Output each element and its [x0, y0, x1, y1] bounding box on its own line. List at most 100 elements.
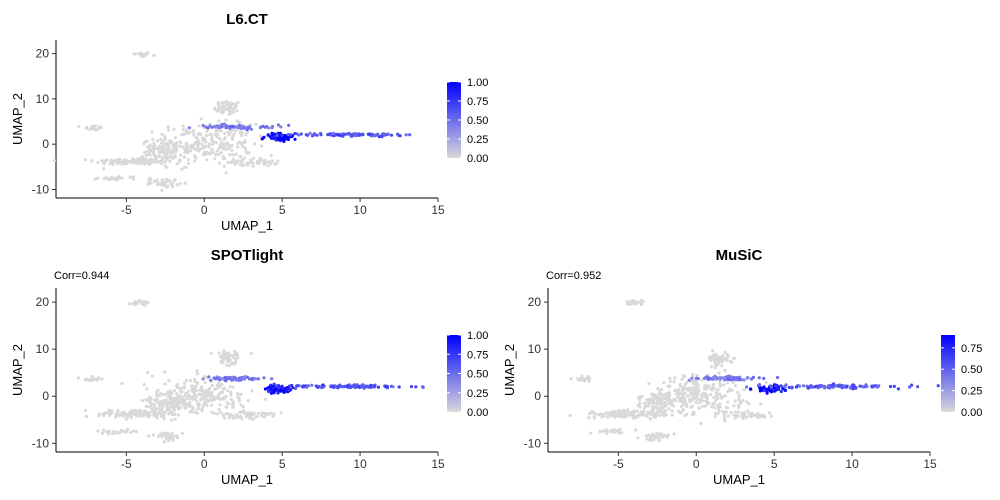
x-axis-label: UMAP_1 [221, 218, 273, 233]
data-point [321, 383, 325, 387]
data-point [274, 384, 278, 388]
colorbar-tick-label: 1.00 [467, 330, 488, 342]
data-point [726, 390, 730, 394]
data-point [910, 383, 914, 387]
data-point [183, 150, 187, 154]
data-point [162, 417, 166, 421]
data-point [218, 105, 222, 109]
data-point [720, 364, 724, 368]
data-point [613, 414, 617, 418]
data-point [717, 409, 721, 413]
data-point [200, 142, 204, 146]
x-tick-label: 10 [845, 457, 859, 471]
data-point [235, 109, 239, 113]
data-point [169, 433, 173, 437]
data-point [588, 412, 592, 416]
data-point [713, 406, 717, 410]
data-point [215, 135, 219, 139]
data-point [606, 415, 610, 419]
data-point [681, 374, 685, 378]
data-point [239, 127, 243, 131]
data-point [185, 145, 189, 149]
data-point [177, 158, 181, 162]
data-point [769, 414, 774, 418]
x-axis-label: UMAP_1 [221, 472, 273, 487]
data-point [160, 188, 164, 192]
data-point [251, 378, 255, 382]
data-point [144, 162, 148, 166]
data-point [160, 132, 164, 136]
data-point [146, 159, 150, 163]
data-point [200, 407, 204, 411]
data-point [623, 415, 627, 419]
data-point [674, 392, 678, 396]
colorbar-tick-label: 0.00 [467, 153, 488, 165]
data-point [273, 388, 277, 392]
data-point [722, 394, 726, 398]
data-point [162, 138, 166, 142]
data-point [662, 401, 667, 406]
data-point [218, 403, 222, 407]
x-tick-label: -5 [121, 203, 132, 217]
data-point [223, 104, 227, 108]
data-point [239, 403, 243, 407]
data-point [341, 385, 345, 389]
data-point [211, 150, 215, 154]
data-point [692, 386, 696, 390]
data-point [181, 400, 185, 404]
data-point [150, 402, 154, 406]
chart-panel-3: MuSiC Corr=0.952 -5 0 5 10 15 -10 0 10 20 UMAP_1 UMA… [502, 247, 982, 487]
data-point [89, 379, 93, 383]
data-point [164, 402, 168, 406]
data-point [647, 382, 651, 386]
data-point [203, 380, 207, 385]
data-point [631, 415, 635, 419]
data-point [719, 356, 723, 360]
data-point [104, 176, 108, 180]
data-point [182, 404, 186, 408]
data-point [185, 148, 189, 152]
data-point [658, 433, 663, 437]
data-point [722, 383, 726, 387]
data-point [162, 151, 166, 155]
data-point [602, 412, 606, 416]
data-point [184, 378, 188, 383]
data-point [217, 119, 221, 123]
y-tick-label: -10 [32, 436, 50, 450]
data-point [361, 133, 365, 137]
data-point [169, 395, 173, 399]
data-point [221, 376, 225, 380]
data-point [102, 160, 106, 164]
chart-subtitle: Corr=0.944 [54, 270, 109, 282]
data-point [153, 158, 157, 162]
data-point [207, 399, 211, 403]
data-point [155, 394, 159, 398]
data-point [297, 133, 301, 137]
data-point [186, 158, 191, 162]
data-point [138, 298, 142, 302]
data-point [139, 51, 143, 56]
data-point [162, 181, 166, 185]
data-point [649, 438, 654, 442]
data-point [712, 357, 716, 361]
data-point [195, 369, 199, 373]
data-point [227, 402, 231, 406]
data-point [152, 405, 156, 409]
data-point [243, 140, 247, 144]
data-point [195, 147, 200, 151]
data-point [146, 413, 150, 417]
data-point [137, 413, 141, 417]
data-point [711, 349, 715, 353]
data-point [214, 376, 218, 381]
data-point [225, 363, 229, 367]
data-point [711, 353, 715, 357]
data-point [239, 392, 243, 396]
data-point [168, 402, 172, 406]
data-point [215, 149, 219, 153]
data-point [191, 407, 195, 411]
data-point [226, 389, 230, 393]
data-point [178, 140, 182, 144]
data-point [936, 384, 940, 388]
data-point [84, 414, 88, 419]
data-point [217, 377, 221, 381]
